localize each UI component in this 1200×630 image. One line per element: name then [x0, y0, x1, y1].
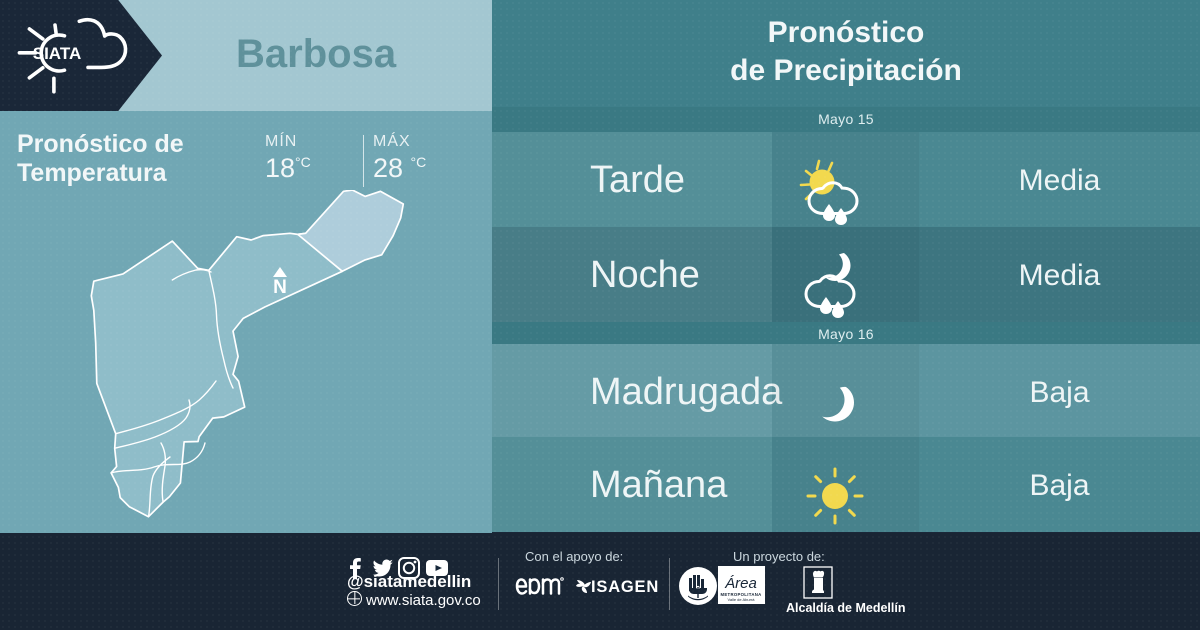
- svg-text:SIATA: SIATA: [33, 44, 81, 63]
- svg-text:Área: Área: [724, 575, 757, 592]
- svg-text:Valle de Aburrá: Valle de Aburrá: [727, 597, 755, 602]
- svg-text:ISAGEN: ISAGEN: [591, 578, 659, 596]
